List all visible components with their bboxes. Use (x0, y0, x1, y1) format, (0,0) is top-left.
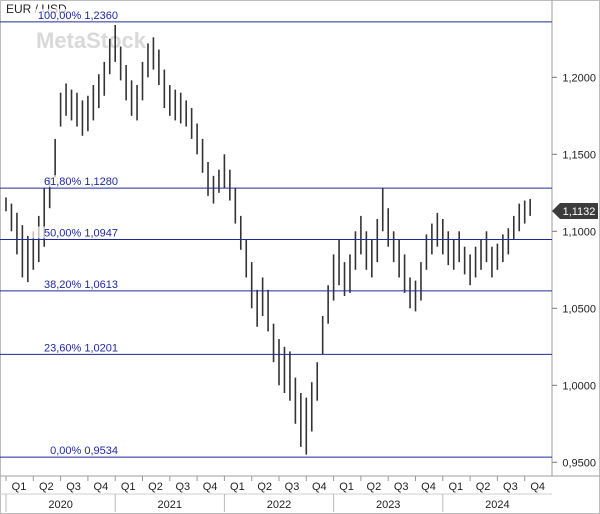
x-tick-label: Q1 (448, 481, 463, 493)
x-tick-label: Q3 (503, 481, 518, 493)
x-tick-label: Q4 (530, 481, 545, 493)
fib-label: 0,00% 0,9534 (50, 445, 118, 457)
y-tick-label: 1,2000 (562, 72, 596, 84)
y-tick-label: 1,1500 (562, 149, 596, 161)
year-label: 2024 (485, 499, 509, 511)
fib-label: 38,20% 1,0613 (44, 279, 118, 291)
fib-label: 61,80% 1,1280 (44, 176, 118, 188)
fib-label: 50,00% 1,0947 (44, 227, 118, 239)
fib-label-bg (30, 175, 122, 188)
fibonacci-levels: 100,00% 1,2360 61,80% 1,1280 50,00% 1,0947… (0, 8, 552, 458)
x-tick-label: Q3 (394, 481, 409, 493)
last-price-flag (552, 202, 598, 219)
x-tick-label: Q1 (230, 481, 245, 493)
y-tick-label: 1,1000 (562, 226, 596, 238)
year-label: 2020 (48, 499, 72, 511)
fib-label: 100,00% 1,2360 (38, 10, 118, 22)
x-tick-label: Q2 (367, 481, 382, 493)
x-tick-label: Q2 (476, 481, 491, 493)
fib-label-bg (30, 8, 122, 21)
x-axis-ticks: Q1 Q2 Q3 Q4 Q1 Q2 Q3 Q4 Q1 Q2 Q3 Q4 Q1 Q2 Q3 Q4 Q1 Q2 Q3 Q4… (5, 476, 545, 512)
last-price-label: 1,1132 (563, 206, 596, 218)
fib-label: 23,60% 1,0201 (44, 342, 118, 354)
x-tick-label: Q2 (148, 481, 163, 493)
x-tick-label: Q4 (421, 481, 436, 493)
y-axis-ticks: 1,2000 1,1500 1,1000 1,0500 1,0000 0,9500 (552, 72, 596, 469)
x-tick-label: Q1 (339, 481, 354, 493)
x-tick-label: Q4 (203, 481, 218, 493)
fib-label-bg (30, 444, 122, 457)
year-label: 2023 (376, 499, 400, 511)
x-tick-label: Q2 (257, 481, 272, 493)
x-tick-label: Q3 (66, 481, 81, 493)
x-tick-label: Q3 (175, 481, 190, 493)
y-tick-label: 0,9500 (562, 457, 596, 469)
y-tick-label: 1,0500 (562, 303, 596, 315)
y-tick-label: 1,0000 (562, 380, 596, 392)
fib-label-bg (30, 277, 122, 290)
watermark: MetaStock (36, 28, 147, 53)
x-tick-label: Q4 (312, 481, 327, 493)
year-label: 2021 (158, 499, 182, 511)
x-tick-label: Q1 (12, 481, 27, 493)
x-tick-label: Q1 (121, 481, 136, 493)
year-label: 2022 (267, 499, 291, 511)
fib-label-bg (30, 226, 122, 239)
x-tick-label: Q4 (94, 481, 109, 493)
last-price-marker: 1,1132 (552, 202, 598, 219)
x-tick-label: Q3 (285, 481, 300, 493)
fib-label-bg (30, 341, 122, 354)
x-tick-label: Q2 (39, 481, 54, 493)
